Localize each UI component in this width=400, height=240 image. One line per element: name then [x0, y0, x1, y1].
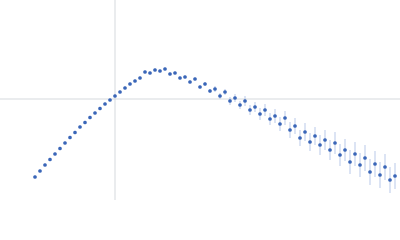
data-point: [333, 141, 337, 145]
data-point: [83, 120, 87, 125]
data-point: [278, 122, 282, 126]
data-point: [268, 117, 272, 121]
data-point: [383, 165, 387, 169]
data-point: [293, 124, 297, 128]
data-point: [148, 71, 152, 75]
data-point: [248, 108, 252, 112]
data-point: [253, 105, 257, 109]
data-point: [98, 106, 102, 111]
data-point: [123, 86, 127, 90]
data-point: [288, 128, 292, 132]
data-point: [193, 77, 197, 81]
data-point: [283, 116, 287, 120]
data-point: [373, 162, 377, 166]
data-point: [338, 153, 342, 157]
data-point: [103, 102, 107, 106]
data-point: [228, 99, 232, 103]
data-point: [263, 108, 267, 112]
data-point: [358, 163, 362, 167]
data-point: [128, 82, 132, 86]
data-point: [343, 148, 347, 152]
data-point: [168, 72, 172, 76]
data-point: [88, 115, 92, 120]
data-point: [163, 67, 167, 71]
data-point: [218, 94, 222, 98]
chart: [0, 0, 400, 200]
data-point: [208, 89, 212, 93]
data-point: [393, 174, 397, 178]
data-point: [78, 125, 82, 129]
data-point: [368, 170, 372, 174]
page: {"chart_data": {"type": "scatter", "xlim…: [0, 0, 400, 200]
data-point: [298, 136, 302, 140]
data-point: [73, 130, 77, 135]
data-point: [63, 141, 67, 145]
data-point: [328, 148, 332, 152]
data-point: [243, 99, 247, 103]
data-point: [313, 134, 317, 138]
data-point: [108, 98, 112, 102]
data-point: [68, 135, 72, 140]
data-point: [93, 111, 97, 115]
data-point: [43, 163, 47, 167]
data-point: [188, 80, 192, 84]
data-point: [113, 94, 117, 98]
data-point: [178, 76, 182, 80]
data-point: [213, 87, 217, 91]
data-point: [158, 69, 162, 73]
data-point: [173, 71, 177, 75]
data-point: [378, 173, 382, 177]
data-point: [353, 152, 357, 156]
data-point: [133, 79, 137, 83]
data-point: [303, 130, 307, 134]
data-point: [198, 85, 202, 89]
data-point: [118, 90, 122, 94]
data-point: [183, 75, 187, 79]
data-point: [138, 76, 142, 80]
data-point: [348, 160, 352, 164]
data-point: [323, 138, 327, 142]
data-point: [318, 143, 322, 147]
data-point: [363, 156, 367, 160]
data-point: [143, 70, 147, 74]
data-point: [223, 90, 227, 94]
data-point: [38, 169, 42, 173]
data-point: [153, 68, 157, 72]
data-point: [58, 146, 62, 151]
data-point: [33, 175, 37, 179]
data-point: [238, 103, 242, 107]
data-point: [273, 114, 277, 118]
data-point: [53, 152, 57, 156]
data-point: [308, 140, 312, 144]
data-point: [48, 157, 52, 162]
data-point: [388, 178, 392, 182]
data-point: [258, 112, 262, 116]
data-point: [233, 96, 237, 100]
data-point: [203, 82, 207, 86]
